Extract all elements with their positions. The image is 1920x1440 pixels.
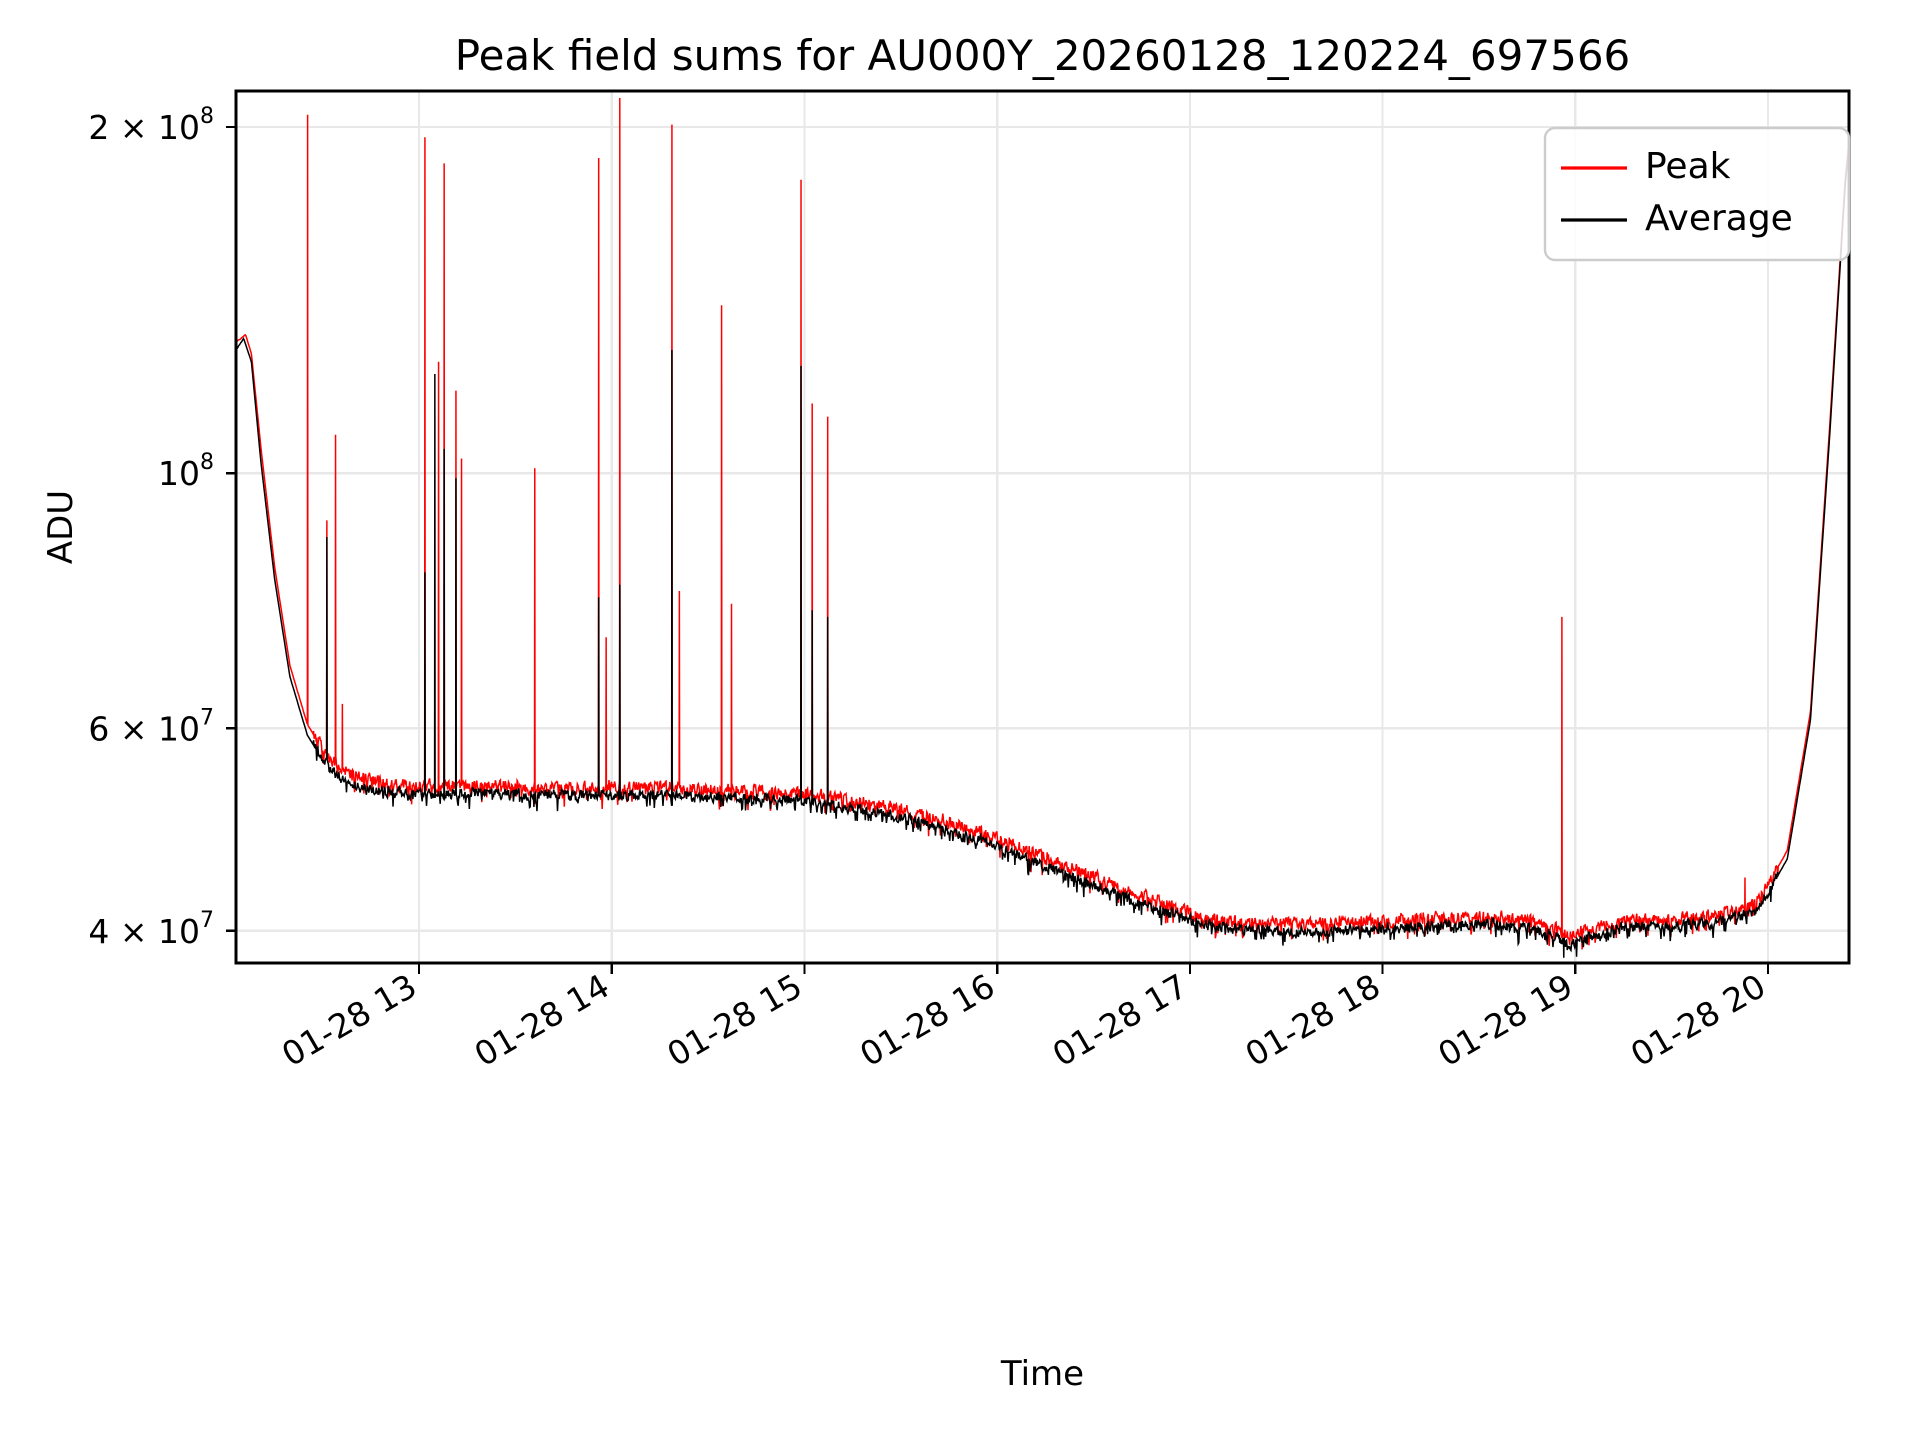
y-tick-labels: 4 × 107 6 × 107 108 2 × 108 xyxy=(88,104,214,951)
legend-box xyxy=(1543,126,1851,262)
x-axis-label: Time xyxy=(1000,1354,1084,1394)
axis-ticks xyxy=(226,126,1770,974)
chart-title: Peak field sums for AU000Y_20260128_1202… xyxy=(455,31,1631,80)
legend-label: Peak xyxy=(1645,146,1731,187)
legend-label: Average xyxy=(1645,198,1793,239)
x-tick-label: 01-28 17 xyxy=(1046,966,1194,1074)
chart-legend[interactable]: Peak Average xyxy=(1543,126,1851,262)
y-tick-label: 2 × 108 xyxy=(88,104,214,147)
x-tick-label: 01-28 13 xyxy=(275,966,423,1074)
x-tick-label: 01-28 18 xyxy=(1239,966,1387,1074)
y-tick-label: 4 × 107 xyxy=(88,908,214,951)
x-tick-labels: 01-28 13 01-28 14 01-28 15 01-28 16 01-28 17… xyxy=(275,966,1772,1074)
series-line-average xyxy=(236,144,1849,958)
y-axis-label: ADU xyxy=(41,490,81,564)
axes-frame xyxy=(234,89,1851,965)
x-tick-label: 01-28 16 xyxy=(853,966,1001,1074)
x-tick-label: 01-28 14 xyxy=(468,966,616,1074)
data-series-group xyxy=(236,98,1849,958)
axis-spines xyxy=(234,89,1851,965)
x-tick-label: 01-28 19 xyxy=(1431,966,1579,1074)
y-tick-label: 6 × 107 xyxy=(88,705,214,748)
y-tick-label: 108 xyxy=(158,450,214,493)
x-tick-label: 01-28 15 xyxy=(661,966,809,1074)
x-tick-label: 01-28 20 xyxy=(1624,966,1772,1074)
